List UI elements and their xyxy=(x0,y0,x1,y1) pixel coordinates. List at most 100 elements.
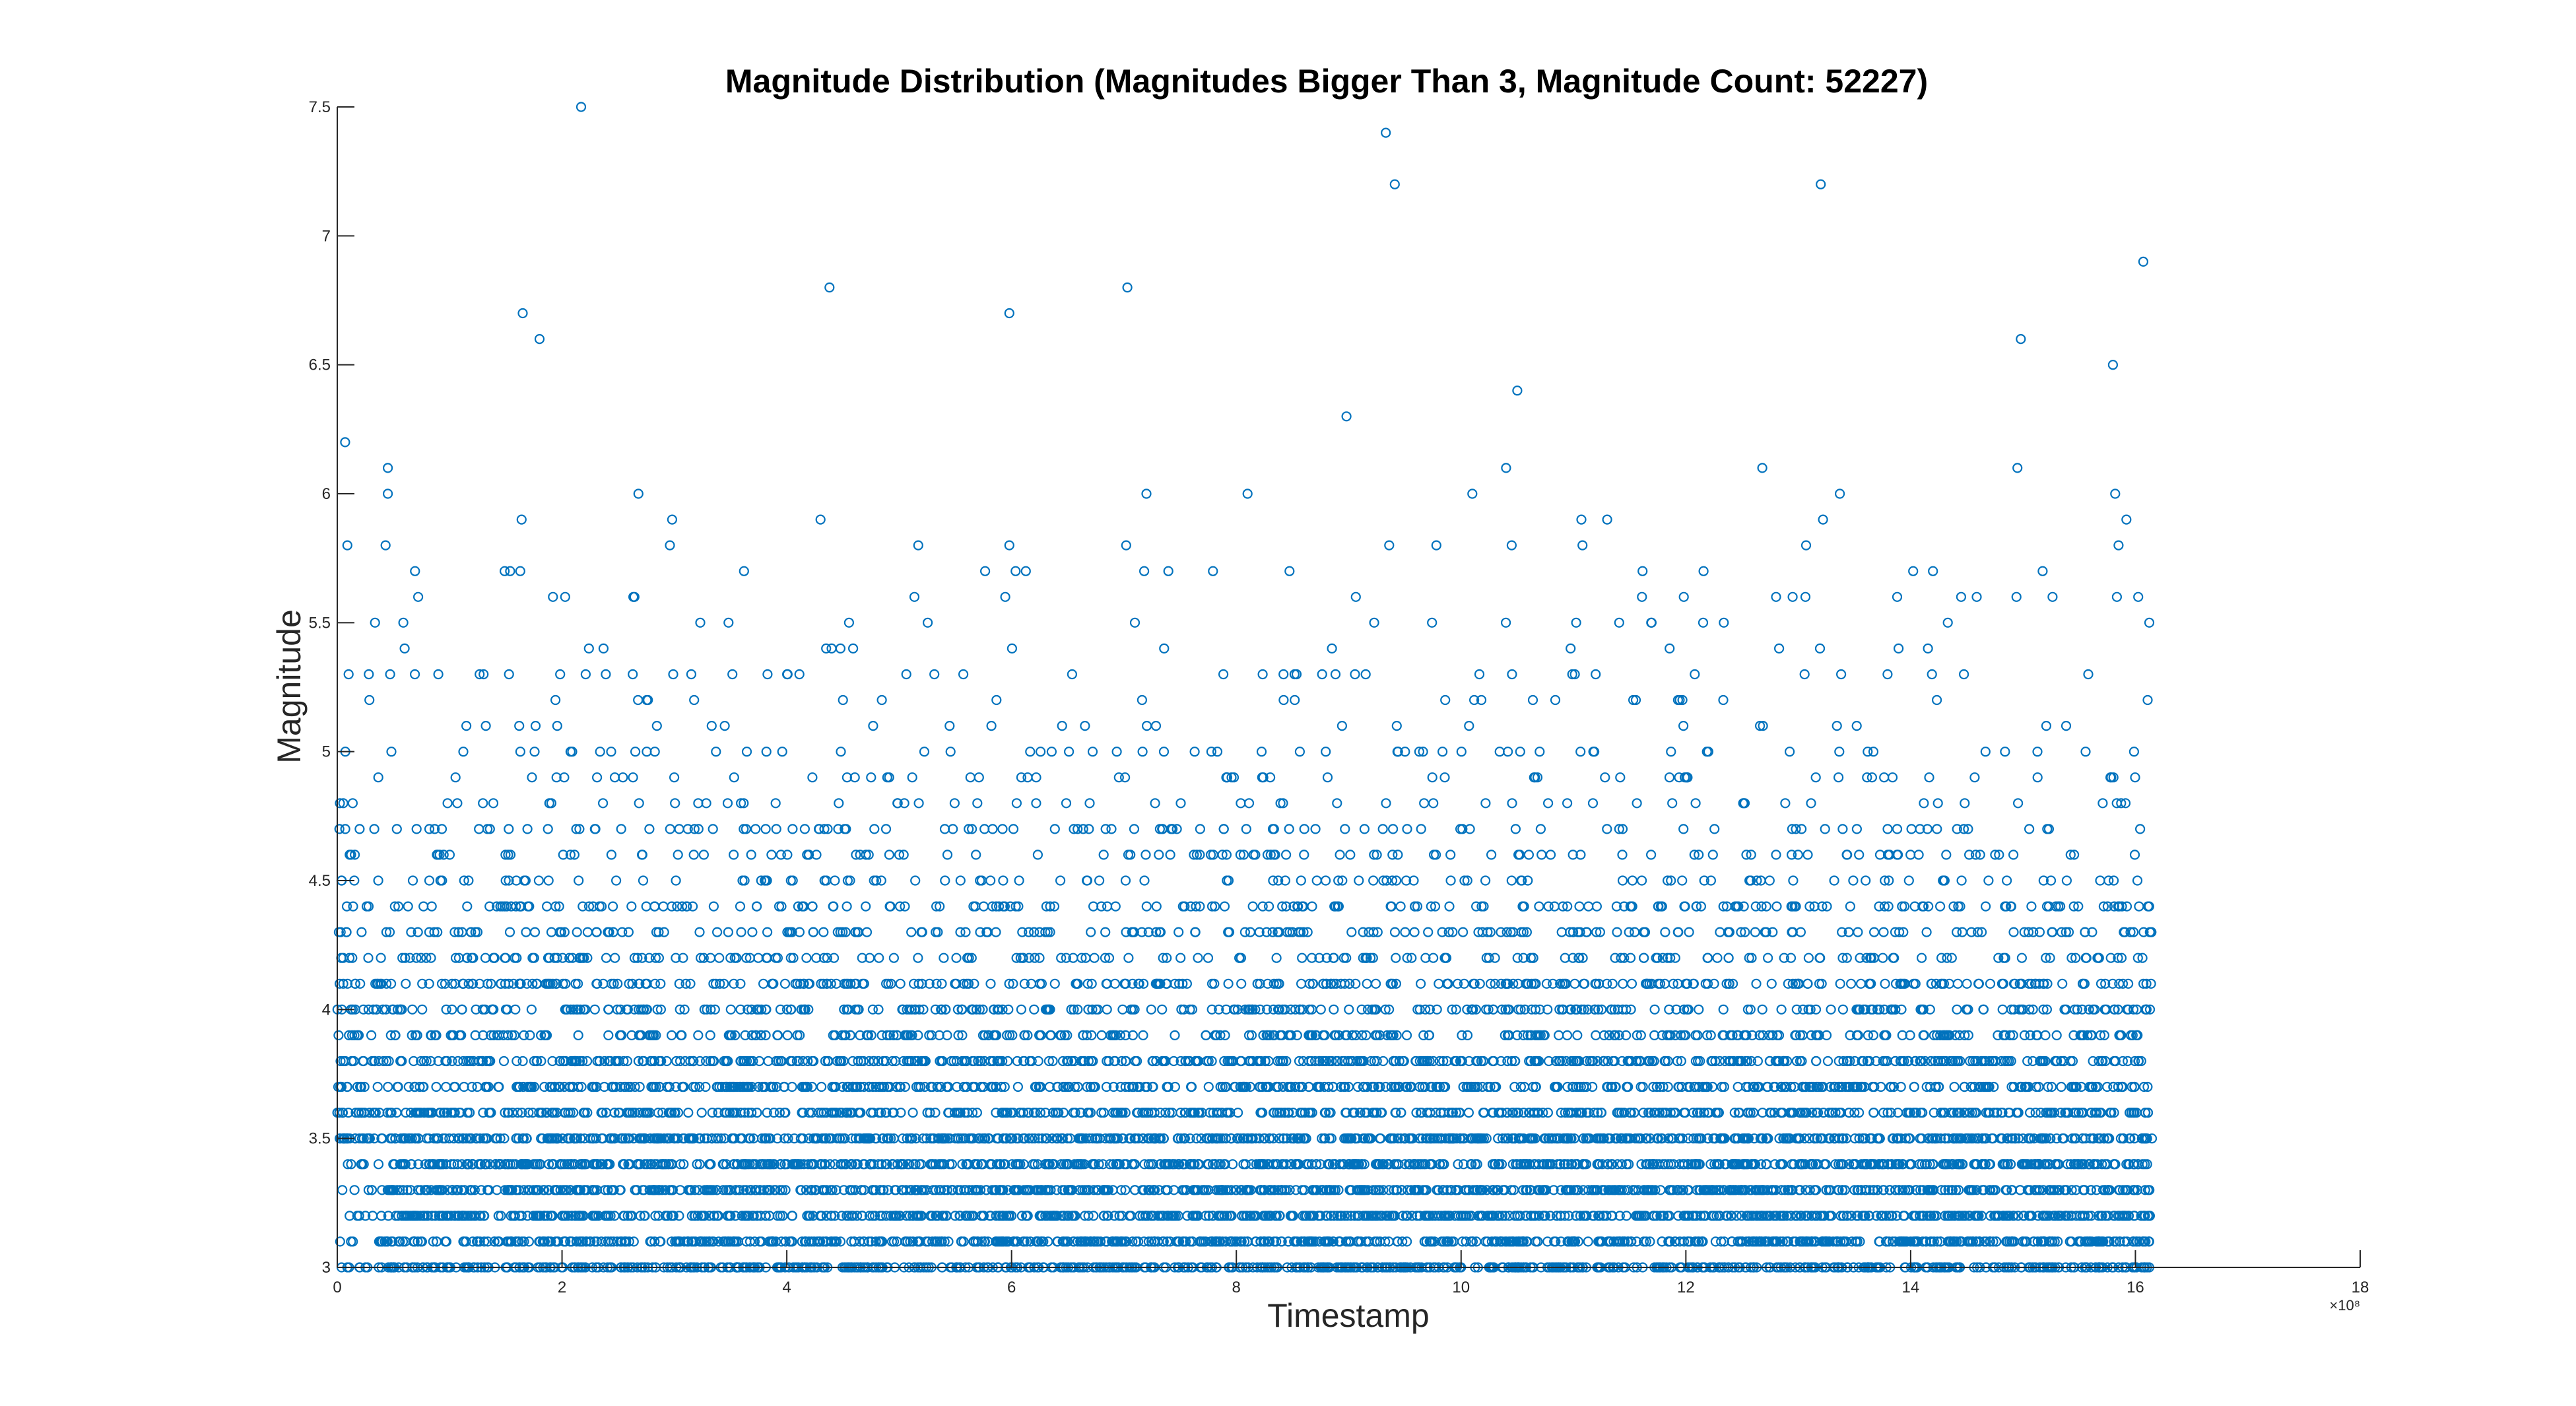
data-point xyxy=(1890,1185,1901,1195)
data-point xyxy=(1663,1211,1673,1221)
data-point xyxy=(1427,1211,1437,1221)
data-point xyxy=(620,1236,630,1247)
data-point xyxy=(1954,1211,1964,1221)
data-point xyxy=(1929,1211,1939,1221)
data-point xyxy=(1047,1211,1057,1221)
data-point xyxy=(1476,1211,1487,1221)
data-point xyxy=(868,1185,879,1195)
data-point xyxy=(775,1211,785,1221)
data-point xyxy=(1835,1236,1846,1247)
data-point xyxy=(547,1211,558,1221)
data-point xyxy=(702,1185,712,1195)
data-point xyxy=(1886,1211,1897,1221)
data-point xyxy=(1088,1211,1099,1221)
data-point xyxy=(1847,1236,1857,1247)
data-point xyxy=(1954,1236,1965,1247)
data-point xyxy=(1613,1185,1624,1195)
data-point xyxy=(683,1107,694,1118)
data-point xyxy=(1741,1236,1752,1247)
data-point xyxy=(1328,1185,1339,1195)
data-point xyxy=(1274,1211,1285,1221)
data-point xyxy=(431,1185,442,1195)
data-point xyxy=(1957,1211,1967,1221)
data-point xyxy=(1296,1236,1306,1247)
data-point xyxy=(1364,1236,1374,1247)
data-point xyxy=(1335,1236,1345,1247)
data-point xyxy=(2033,1211,2043,1221)
data-point xyxy=(1657,1211,1668,1221)
data-point xyxy=(1378,1185,1389,1195)
data-point xyxy=(1787,1185,1797,1195)
data-point xyxy=(896,1185,907,1195)
data-point xyxy=(1812,1211,1822,1221)
data-point xyxy=(543,1236,553,1247)
data-point xyxy=(1482,1236,1493,1247)
data-point xyxy=(921,1185,932,1195)
data-point xyxy=(1155,1107,1166,1118)
data-point xyxy=(937,1211,948,1221)
data-point xyxy=(1160,1185,1171,1195)
data-point xyxy=(1991,1236,2002,1247)
data-point xyxy=(1470,1185,1480,1195)
data-point xyxy=(473,1236,483,1247)
data-point xyxy=(1966,1185,1977,1195)
data-point xyxy=(991,1236,1001,1247)
data-point xyxy=(1623,1236,1634,1247)
data-point xyxy=(1239,1236,1250,1247)
data-point xyxy=(2083,1211,2094,1221)
data-point xyxy=(508,1211,519,1221)
data-point xyxy=(780,1185,791,1195)
data-point xyxy=(2049,1211,2061,1221)
data-point xyxy=(1163,1211,1173,1221)
data-point xyxy=(2115,1211,2125,1221)
data-point xyxy=(735,1185,745,1195)
data-point xyxy=(1169,1211,1179,1221)
data-point xyxy=(1962,1236,1973,1247)
data-point xyxy=(1967,1236,1978,1247)
data-point xyxy=(1346,1211,1356,1221)
data-point xyxy=(2138,1211,2149,1221)
data-point xyxy=(856,1185,867,1195)
data-point xyxy=(1587,1185,1597,1195)
data-point xyxy=(603,1185,613,1195)
data-point xyxy=(1903,1185,1914,1195)
data-point xyxy=(1881,1211,1892,1221)
data-point xyxy=(2030,1185,2040,1195)
data-point xyxy=(1606,1211,1617,1221)
data-point xyxy=(908,1211,918,1221)
data-point xyxy=(1088,1185,1099,1195)
data-point xyxy=(1832,1236,1843,1247)
data-point xyxy=(1222,1211,1232,1221)
data-point xyxy=(928,1185,939,1195)
data-point xyxy=(1817,1211,1828,1221)
data-point xyxy=(1608,1185,1620,1195)
data-point xyxy=(1236,1185,1246,1195)
data-point xyxy=(939,1236,950,1247)
data-point xyxy=(1321,1185,1331,1195)
data-point xyxy=(1020,1185,1032,1195)
data-point xyxy=(1515,1211,1525,1221)
data-point xyxy=(995,1236,1006,1247)
data-point xyxy=(1421,1211,1432,1221)
data-point xyxy=(683,1185,694,1195)
data-point xyxy=(1207,1211,1218,1221)
data-point xyxy=(432,1236,442,1247)
data-point xyxy=(1781,1236,1792,1247)
data-point xyxy=(470,1211,481,1221)
data-point xyxy=(816,1211,827,1221)
data-point xyxy=(888,1236,900,1247)
data-point xyxy=(686,1236,697,1247)
data-point xyxy=(1849,1185,1860,1195)
data-point xyxy=(417,1211,428,1221)
data-point xyxy=(1771,1236,1781,1247)
data-point xyxy=(1571,1185,1582,1195)
data-point xyxy=(1740,1185,1751,1195)
data-point xyxy=(1445,1185,1456,1195)
data-point xyxy=(1453,1185,1463,1195)
data-point xyxy=(1449,1211,1460,1221)
data-point xyxy=(1313,1211,1324,1221)
data-point xyxy=(1259,1185,1270,1195)
data-point xyxy=(1429,1236,1439,1247)
data-point xyxy=(476,1185,486,1195)
